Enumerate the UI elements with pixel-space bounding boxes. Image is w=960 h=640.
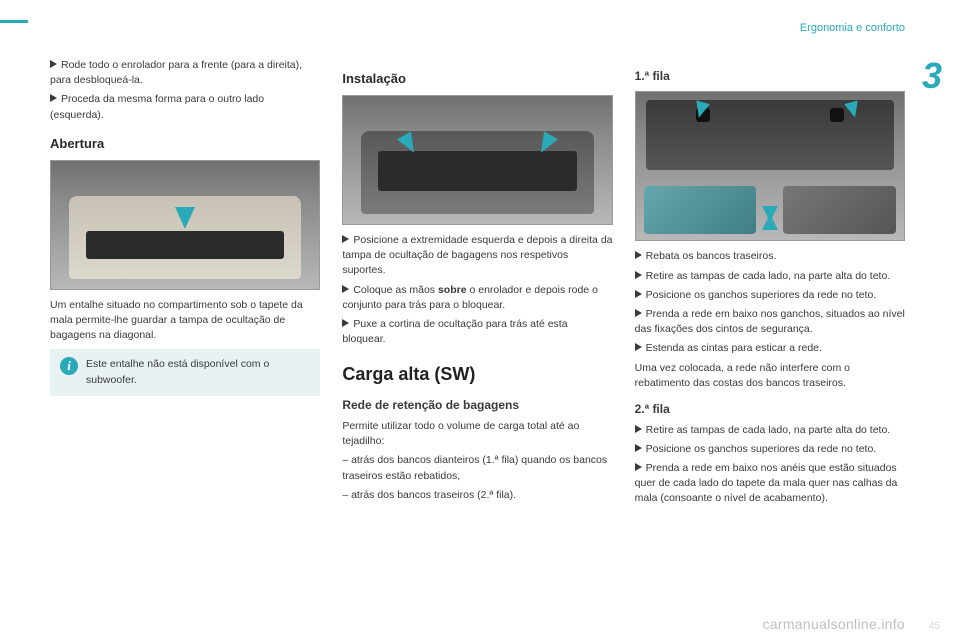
page-number: 45: [929, 621, 940, 632]
arrow-down-icon: [175, 207, 195, 229]
text: Estenda as cintas para esticar a rede.: [646, 342, 822, 354]
bullet-icon: [635, 463, 642, 471]
text: Rode todo o enrolador para a frente (par…: [50, 59, 302, 86]
para: Posicione a extremidade esquerda e depoi…: [342, 233, 612, 279]
bullet-icon: [635, 343, 642, 351]
para: Rebata os bancos traseiros.: [635, 249, 905, 264]
para: Coloque as mãos sobre o enrolador e depo…: [342, 283, 612, 313]
text: Retire as tampas de cada lado, na parte …: [646, 424, 891, 436]
info-icon: i: [60, 357, 78, 375]
fig-anchor: [830, 108, 844, 122]
bullet-icon: [50, 94, 57, 102]
bullet-icon: [342, 319, 349, 327]
text: Retire as tampas de cada lado, na parte …: [646, 270, 891, 282]
para: Proceda da mesma forma para o outro lado…: [50, 92, 320, 122]
figure-fila1: [635, 91, 905, 241]
caption: Um entalhe situado no compartimento sob …: [50, 298, 320, 344]
figure-instalacao: [342, 95, 612, 225]
heading-rede: Rede de retenção de bagagens: [342, 397, 612, 414]
para: Estenda as cintas para esticar a rede.: [635, 341, 905, 356]
heading-fila2: 2.ª fila: [635, 401, 905, 418]
heading-abertura: Abertura: [50, 135, 320, 154]
bullet-icon: [635, 309, 642, 317]
fig-shelf: [378, 151, 576, 191]
text: Prenda a rede em baixo nos ganchos, situ…: [635, 308, 905, 335]
text: Posicione os ganchos superiores da rede …: [646, 443, 877, 455]
para: Posicione os ganchos superiores da rede …: [635, 442, 905, 457]
bullet-icon: [50, 60, 57, 68]
column-1: Rode todo o enrolador para a frente (par…: [50, 58, 320, 511]
chapter-number: 3: [922, 55, 942, 97]
para: Permite utilizar todo o volume de carga …: [342, 419, 612, 449]
text: Proceda da mesma forma para o outro lado…: [50, 93, 264, 120]
text: Puxe a cortina de ocultação para trás at…: [342, 318, 567, 345]
para: Puxe a cortina de ocultação para trás at…: [342, 317, 612, 347]
section-title: Ergonomia e conforto: [800, 22, 905, 34]
text: Rebata os bancos traseiros.: [646, 250, 777, 262]
text: Coloque as mãos: [353, 284, 438, 296]
list-item: – atrás dos bancos dianteiros (1.ª fila)…: [342, 453, 612, 483]
bullet-icon: [635, 271, 642, 279]
bullet-icon: [342, 285, 349, 293]
text: Posicione os ganchos superiores da rede …: [646, 289, 877, 301]
para: Posicione os ganchos superiores da rede …: [635, 288, 905, 303]
watermark: carmanualsonline.info: [763, 616, 906, 632]
para: Prenda a rede em baixo nos anéis que est…: [635, 461, 905, 507]
bullet-icon: [635, 290, 642, 298]
bullet-icon: [635, 251, 642, 259]
text: Posicione a extremidade esquerda e depoi…: [342, 234, 612, 276]
heading-fila1: 1.ª fila: [635, 68, 905, 85]
bullet-icon: [635, 444, 642, 452]
bold: sobre: [438, 284, 467, 296]
page-columns: Rode todo o enrolador para a frente (par…: [50, 58, 905, 511]
para: Rode todo o enrolador para a frente (par…: [50, 58, 320, 88]
figure-abertura: [50, 160, 320, 290]
para: Prenda a rede em baixo nos ganchos, situ…: [635, 307, 905, 337]
heading-carga-alta: Carga alta (SW): [342, 361, 612, 387]
heading-instalacao: Instalação: [342, 70, 612, 89]
column-3: 1.ª fila Rebata os bancos traseiros. Ret…: [635, 58, 905, 511]
arrow-bi-icon: [762, 190, 778, 230]
list-item: – atrás dos bancos traseiros (2.ª fila).: [342, 488, 612, 503]
info-text: Este entalhe não está disponível com o s…: [86, 357, 310, 387]
info-box: i Este entalhe não está disponível com o…: [50, 349, 320, 395]
fig-panel-left: [644, 186, 757, 234]
accent-bar: [0, 20, 28, 23]
bullet-icon: [635, 425, 642, 433]
para: Uma vez colocada, a rede não interfere c…: [635, 361, 905, 391]
fig-shelf: [86, 231, 284, 259]
bullet-icon: [342, 235, 349, 243]
column-2: Instalação Posicione a extremidade esque…: [342, 58, 612, 511]
para: Retire as tampas de cada lado, na parte …: [635, 269, 905, 284]
para: Retire as tampas de cada lado, na parte …: [635, 423, 905, 438]
fig-panel-right: [783, 186, 896, 234]
text: Prenda a rede em baixo nos anéis que est…: [635, 462, 898, 504]
